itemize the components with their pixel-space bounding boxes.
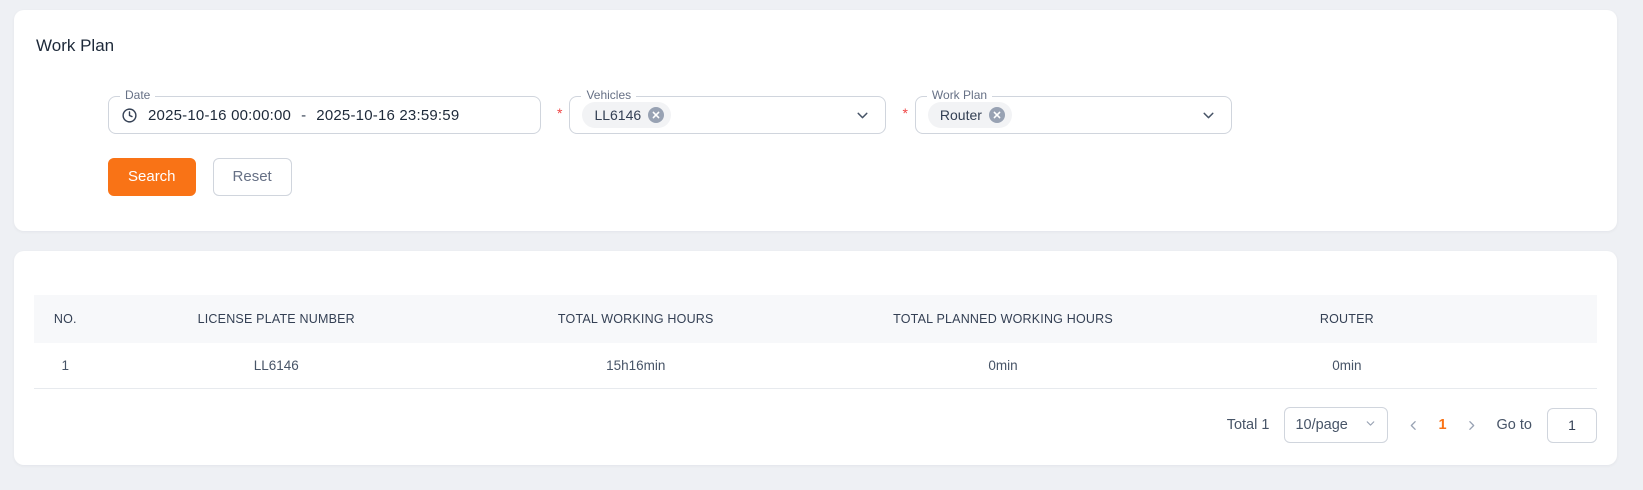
x-circle-icon[interactable]: [648, 107, 665, 123]
column-header-no: NO.: [53, 312, 77, 326]
pagination: Total 1 10/page 1 Go to: [34, 407, 1597, 443]
results-panel: NO. LICENSE PLATE NUMBER TOTAL WORKING H…: [14, 251, 1617, 465]
work-plan-select[interactable]: Work Plan Router: [914, 88, 1232, 134]
filter-row: Date 2025-10-16 00:00:00 - 2025-10-16 23…: [108, 88, 1595, 134]
column-header-total-working-hours: TOTAL WORKING HOURS: [557, 312, 714, 326]
pagination-total: Total 1: [1226, 417, 1270, 433]
table-header-row: NO. LICENSE PLATE NUMBER TOTAL WORKING H…: [34, 295, 1597, 343]
cell-total-working-hours: 15h16min: [456, 343, 816, 389]
chevron-left-icon[interactable]: [1407, 419, 1420, 432]
search-button[interactable]: Search: [108, 158, 196, 196]
vehicles-required-mark: *: [557, 105, 563, 121]
work-plan-table: NO. LICENSE PLATE NUMBER TOTAL WORKING H…: [34, 295, 1597, 389]
column-header-spacer: [1503, 295, 1597, 343]
goto-page-input[interactable]: [1547, 407, 1597, 443]
vehicles-label: Vehicles: [581, 88, 637, 103]
date-range-input[interactable]: Date 2025-10-16 00:00:00 - 2025-10-16 23…: [108, 88, 541, 134]
date-start-value: 2025-10-16 00:00:00: [148, 106, 292, 124]
vehicles-chip-label: LL6146: [594, 107, 642, 123]
filter-actions: Search Reset: [108, 158, 1595, 196]
vehicles-chip: LL6146: [582, 102, 672, 128]
vehicles-filter: * Vehicles LL6146: [557, 88, 887, 134]
page-size-select[interactable]: 10/page: [1284, 407, 1389, 443]
cell-total-planned-working-hours: 0min: [815, 343, 1191, 389]
chevron-right-icon[interactable]: [1465, 419, 1478, 432]
x-circle-icon[interactable]: [988, 107, 1005, 123]
cell-no: 1: [34, 343, 97, 389]
page-size-value: 10/page: [1295, 417, 1348, 433]
work-plan-chip-label: Router: [939, 107, 982, 123]
date-end-value: 2025-10-16 23:59:59: [316, 106, 460, 124]
column-header-router: ROUTER: [1319, 312, 1374, 326]
cell-router: 0min: [1190, 343, 1504, 389]
goto-label: Go to: [1496, 417, 1532, 433]
column-header-license-plate-number: LICENSE PLATE NUMBER: [197, 312, 355, 326]
date-separator: -: [301, 106, 307, 124]
work-plan-chip: Router: [927, 102, 1012, 128]
work-plan-required-mark: *: [902, 105, 908, 121]
cell-spacer: [1503, 343, 1597, 389]
work-plan-filter: * Work Plan Router: [902, 88, 1232, 134]
chevron-down-icon[interactable]: [854, 107, 871, 124]
page-title: Work Plan: [36, 36, 115, 55]
clock-icon: [121, 107, 138, 124]
page-number-current[interactable]: 1: [1438, 417, 1447, 433]
vehicles-select[interactable]: Vehicles LL6146: [569, 88, 887, 134]
filter-panel: Work Plan Date 2025-10-16 00:00:00 - 202…: [14, 10, 1617, 231]
date-label: Date: [120, 88, 156, 103]
reset-button[interactable]: Reset: [212, 158, 292, 196]
chevron-down-icon[interactable]: [1200, 107, 1217, 124]
cell-license-plate-number: LL6146: [96, 343, 456, 389]
chevron-down-icon: [1364, 417, 1377, 434]
column-header-total-planned-working-hours: TOTAL PLANNED WORKING HOURS: [893, 312, 1113, 326]
work-plan-label: Work Plan: [926, 88, 993, 103]
table-row: 1 LL6146 15h16min 0min 0min: [34, 343, 1597, 389]
pager: 1: [1407, 417, 1477, 433]
